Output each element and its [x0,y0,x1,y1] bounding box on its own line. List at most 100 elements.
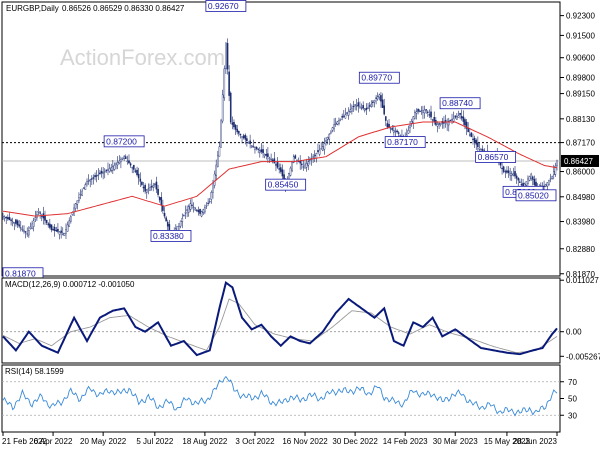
candle-body [552,171,555,175]
candle-body [29,226,32,229]
price-tick-label: 0.89800 [566,73,595,82]
date-tick-label: 14 Feb 2023 [383,437,428,446]
price-tick-label: 0.84980 [566,193,595,202]
candle-body [378,94,381,98]
candle-body [55,229,58,232]
candle-body [113,164,116,170]
candle-body [259,150,261,153]
candle-body [66,224,69,232]
annotation-label: 0.87170 [387,137,418,147]
candle-body [50,224,53,230]
rsi-tick-label: 50 [568,395,577,404]
annotation-box [103,135,145,148]
candle-body [370,103,373,107]
candle-body [418,110,421,113]
candle-body [519,181,521,183]
candle-body [317,150,319,152]
candle-body [380,95,382,102]
candle-body [241,136,243,138]
candle-body [433,117,436,123]
candle-body [149,187,151,191]
candle-body [225,42,227,69]
candle-body [92,177,95,179]
candle-body [5,216,8,219]
annotation-box [515,189,557,202]
candle-body [384,116,387,121]
candle-body [443,122,445,124]
candle-body [363,108,366,111]
price-tick-label: 0.88130 [566,115,595,124]
candle-body [396,130,398,133]
candle-body [273,158,276,164]
candle-body [53,226,56,231]
candle-body [320,148,322,150]
candle-body [136,169,138,176]
candle-body [275,164,277,166]
candle-body [431,119,434,121]
candle-body [375,97,377,99]
date-tick-label: 16 Nov 2022 [282,437,328,446]
candle-body [60,230,62,233]
candle-body [212,182,214,193]
price-tick-label: 0.86000 [566,168,595,177]
candle-body [13,222,16,224]
candle-body [65,228,67,234]
candle-body [204,207,206,213]
candle-body [163,213,166,217]
candle-body [15,219,17,224]
price-tick-label: 0.81870 [566,270,595,279]
candle-body [407,130,410,134]
date-tick-label: 20 May 2022 [80,437,127,446]
candle-body [194,208,197,211]
candle-body [223,68,226,98]
candle-body [154,183,156,185]
candle-body [376,96,379,100]
candle-body [124,156,127,160]
candle-body [246,138,248,142]
candle-body [551,176,553,179]
candle-body [81,190,83,196]
candle-body [330,130,332,134]
candle-body [449,119,452,122]
candle-body [23,230,25,232]
candle-body [2,215,4,218]
candle-body [438,123,440,125]
candle-body [346,112,348,114]
candle-body [391,128,394,130]
candle-body [91,178,93,180]
candle-body [460,116,463,119]
candle-body [181,217,184,222]
candle-body [45,219,48,223]
candle-body [430,111,432,118]
date-tick-label: 3 Oct 2022 [235,437,275,446]
candle-body [349,109,352,112]
candle-body [26,233,29,235]
candle-body [103,171,106,173]
candle-body [368,105,371,107]
candle-body [389,128,392,130]
date-tick-label: 6 Apr 2022 [34,437,73,446]
candle-body [367,107,369,109]
candle-body [299,160,301,164]
candle-body [250,145,253,148]
candle-body [18,224,20,227]
candle-body [281,169,284,177]
candle-body [294,155,297,159]
candle-body [512,173,515,176]
macd-tick-label: 0.00 [566,328,582,337]
annotation-label: 0.83380 [153,231,184,241]
candle-body [47,223,50,226]
candle-body [554,165,557,175]
annotation-label: 0.86570 [478,152,509,162]
candle-body [239,133,242,136]
candle-body [527,178,529,184]
candle-body [510,173,513,176]
price-frame [1,1,561,277]
candle-body [84,184,87,190]
price-annotation: 0.83380 [150,229,192,242]
candle-body [162,205,164,211]
candle-body [207,202,209,204]
candle-body [412,116,415,124]
date-tick-label: 28 Jun 2023 [513,437,558,446]
candle-body [262,149,264,154]
